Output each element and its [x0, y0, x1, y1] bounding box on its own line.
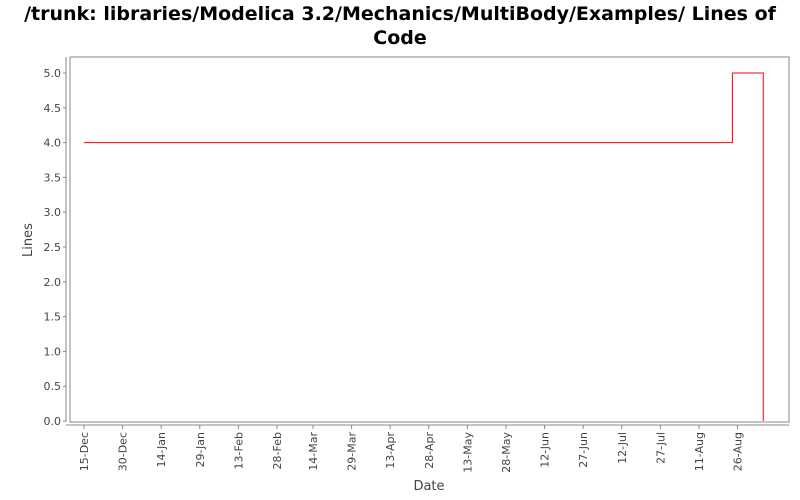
x-tick-label: 27-Jul: [654, 432, 667, 464]
chart-title: /trunk: libraries/Modelica 3.2/Mechanics…: [24, 3, 776, 49]
x-tick-label: 14-Jan: [155, 432, 168, 468]
x-tick-label: 13-Feb: [232, 432, 245, 469]
y-tick-label: 4.5: [44, 102, 62, 115]
plot-area: [69, 56, 790, 423]
y-tick-label: 1.0: [44, 345, 62, 358]
x-tick-label: 15-Dec: [78, 432, 91, 471]
x-axis-label: Date: [413, 479, 444, 494]
x-tick-label: 11-Aug: [693, 432, 706, 471]
x-tick-label: 14-Mar: [307, 432, 320, 471]
y-tick-label: 4.0: [44, 137, 62, 150]
y-tick-label: 3.5: [44, 171, 62, 184]
x-tick-label: 28-Feb: [271, 432, 284, 469]
y-tick-label: 2.0: [44, 276, 62, 289]
x-tick-label: 29-Mar: [346, 432, 359, 471]
y-tick-label: 3.0: [44, 206, 62, 219]
y-tick-label: 0.0: [44, 415, 62, 428]
x-tick-label: 26-Aug: [732, 432, 745, 471]
x-tick-label: 28-May: [500, 432, 513, 473]
series-line: [84, 72, 764, 421]
y-tick-label: 5.0: [44, 67, 62, 80]
x-tick-label: 29-Jan: [194, 432, 207, 468]
y-tick-label: 2.5: [44, 241, 62, 254]
x-tick-label: 12-Jun: [539, 432, 552, 468]
x-tick-label: 13-May: [461, 432, 474, 473]
x-tick-label: 12-Jul: [616, 432, 629, 464]
x-tick-label: 13-Apr: [384, 432, 397, 469]
x-tick-label: 27-Jun: [577, 432, 590, 468]
x-tick-label: 28-Apr: [423, 432, 436, 469]
y-tick-label: 0.5: [44, 380, 62, 393]
y-tick-label: 1.5: [44, 311, 62, 324]
y-axis-label: Lines: [21, 223, 36, 257]
x-tick-label: 30-Dec: [117, 432, 130, 471]
